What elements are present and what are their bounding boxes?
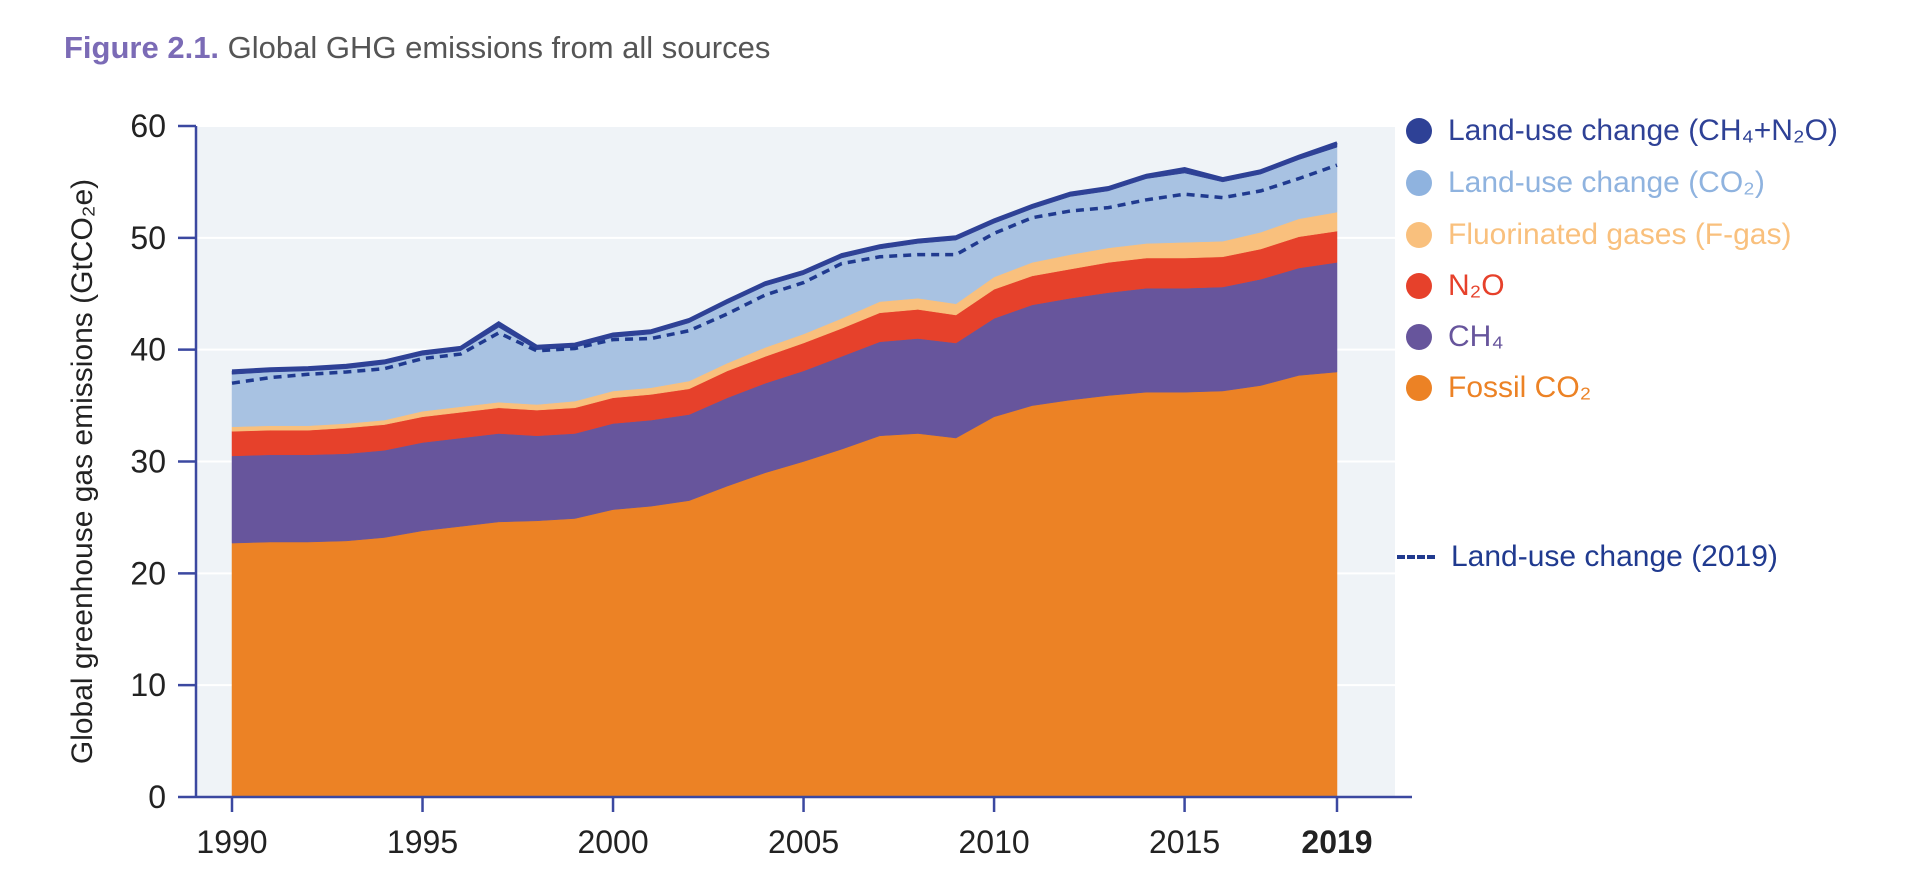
- legend-label-luc-ch4-n2o: Land-use change (CH₄+N₂O): [1448, 114, 1838, 147]
- x-tick-label-3: 2005: [768, 824, 839, 860]
- figure-title: Figure 2.1. Global GHG emissions from al…: [64, 30, 770, 66]
- total-outline: [231, 141, 1338, 373]
- legend-swatch-luc-co2: [1406, 170, 1432, 196]
- x-tick-label-5: 2015: [1149, 824, 1220, 860]
- x-tick-label-6: 2019: [1301, 824, 1372, 860]
- legend-label-ch4: CH₄: [1448, 320, 1504, 353]
- legend-swatch-fossil-co2: [1406, 375, 1432, 401]
- legend-label-fossil-co2: Fossil CO₂: [1448, 371, 1592, 404]
- y-tick-label-6: 60: [130, 108, 166, 144]
- y-tick-label-1: 10: [130, 667, 166, 703]
- y-axis-title: Global greenhouse gas emissions (GtCO₂e): [66, 179, 99, 764]
- legend-item-ch4: CH₄: [1406, 320, 1504, 354]
- y-tick-label-5: 50: [130, 220, 166, 256]
- luc-2019-dashed-line: [231, 163, 1338, 385]
- legend-label-luc-co2: Land-use change (CO₂): [1448, 166, 1765, 199]
- y-tick-label-2: 20: [130, 555, 166, 591]
- x-tick-label-4: 2010: [958, 824, 1029, 860]
- legend-item-luc-2019: Land-use change (2019): [1397, 540, 1778, 574]
- legend-item-luc-ch4-n2o: Land-use change (CH₄+N₂O): [1406, 114, 1838, 148]
- legend-item-fossil-co2: Fossil CO₂: [1406, 371, 1591, 405]
- x-tick-label-2: 2000: [577, 824, 648, 860]
- legend-label-luc-2019: Land-use change (2019): [1451, 540, 1778, 573]
- legend-swatch-fgas: [1406, 222, 1432, 248]
- figure-title-text: Global GHG emissions from all sources: [227, 30, 771, 65]
- x-tick-label-0: 1990: [196, 824, 267, 860]
- y-tick-label-4: 40: [130, 332, 166, 368]
- y-tick-label-3: 30: [130, 444, 166, 480]
- legend-swatch-ch4: [1406, 324, 1432, 350]
- legend-swatch-luc-ch4-n2o: [1406, 118, 1432, 144]
- legend-swatch-n2o: [1406, 273, 1432, 299]
- legend-item-n2o: N₂O: [1406, 269, 1505, 303]
- legend-label-n2o: N₂O: [1448, 269, 1505, 302]
- figure-number: Figure 2.1.: [64, 30, 220, 65]
- x-tick-label-1: 1995: [387, 824, 458, 860]
- legend-item-luc-co2: Land-use change (CO₂): [1406, 166, 1765, 200]
- legend-label-fgas: Fluorinated gases (F-gas): [1448, 218, 1792, 251]
- legend-swatch-luc-2019: [1397, 555, 1435, 559]
- legend-item-fgas: Fluorinated gases (F-gas): [1406, 218, 1791, 252]
- y-tick-label-0: 0: [148, 779, 166, 815]
